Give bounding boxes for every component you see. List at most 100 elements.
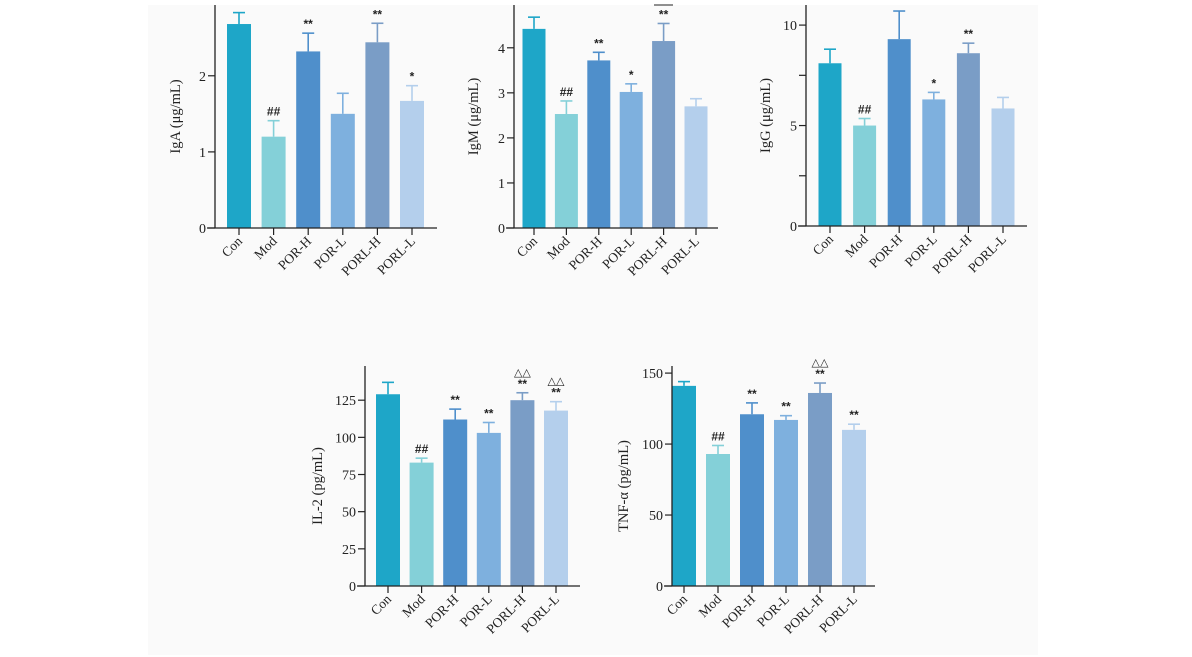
bar-con bbox=[227, 24, 251, 229]
y-tick-label: 2 bbox=[199, 70, 206, 85]
x-tick-label: POR-H bbox=[275, 233, 314, 272]
significance-triangle-label: △△ bbox=[514, 366, 531, 379]
significance-label: ## bbox=[415, 442, 429, 456]
significance-label: ## bbox=[267, 105, 281, 119]
bar-porl-l bbox=[400, 100, 424, 228]
y-tick-label: 100 bbox=[642, 438, 663, 453]
y-tick-label: 0 bbox=[498, 222, 505, 237]
bar-porl-h bbox=[365, 42, 390, 228]
y-tick-label: 1 bbox=[498, 177, 505, 192]
bar-por-h bbox=[296, 51, 321, 228]
x-tick-label: PORL-H bbox=[929, 231, 974, 276]
bar-porl-l bbox=[991, 108, 1015, 226]
y-tick-label: 0 bbox=[656, 580, 663, 595]
significance-label: ** bbox=[594, 36, 604, 50]
y-axis-title: IL-2 (pg/mL) bbox=[310, 447, 326, 525]
significance-label: ** bbox=[964, 27, 974, 41]
y-tick-label: 3 bbox=[498, 87, 505, 102]
significance-label: ** bbox=[815, 367, 825, 381]
x-tick-label: POR-H bbox=[566, 233, 605, 272]
significance-label: ## bbox=[711, 429, 725, 443]
significance-label: ** bbox=[304, 17, 314, 31]
bar-mod bbox=[409, 462, 434, 586]
x-tick-label: Mod bbox=[842, 231, 871, 260]
bar-mod bbox=[706, 454, 730, 586]
y-tick-label: 125 bbox=[335, 394, 356, 409]
bar-con bbox=[376, 394, 400, 586]
x-tick-label: Con bbox=[664, 591, 691, 618]
y-tick-label: 150 bbox=[642, 367, 663, 382]
bar-porl-l bbox=[684, 106, 708, 228]
bar-porl-h bbox=[510, 400, 535, 586]
bar-por-l bbox=[774, 419, 798, 586]
bar-con bbox=[818, 63, 842, 226]
x-tick-label: Mod bbox=[251, 233, 280, 262]
y-tick-label: 1 bbox=[199, 146, 206, 161]
x-tick-label: Con bbox=[368, 591, 395, 618]
significance-triangle-label: △△ bbox=[812, 356, 829, 369]
y-tick-label: 100 bbox=[335, 431, 356, 446]
y-tick-label: 50 bbox=[342, 506, 356, 521]
significance-triangle-label: △△ bbox=[548, 375, 565, 388]
bar-por-l bbox=[619, 91, 643, 228]
significance-label: ** bbox=[373, 7, 383, 21]
y-tick-label: 0 bbox=[199, 222, 206, 237]
significance-label: ## bbox=[858, 103, 872, 117]
x-tick-label: Con bbox=[810, 231, 837, 258]
bar-mod bbox=[261, 136, 286, 228]
bar-por-l bbox=[922, 99, 946, 226]
x-tick-label: Con bbox=[219, 233, 246, 260]
y-tick-label: 10 bbox=[783, 19, 797, 34]
bar-porl-l bbox=[544, 410, 568, 586]
significance-label: ** bbox=[484, 406, 494, 420]
y-axis-title: IgM (μg/mL) bbox=[466, 78, 482, 156]
bar-porl-h bbox=[652, 41, 676, 228]
x-tick-label: POR-H bbox=[422, 591, 461, 630]
y-tick-label: 2 bbox=[498, 132, 505, 147]
significance-label: ** bbox=[451, 393, 461, 407]
bar-por-h bbox=[587, 60, 611, 228]
significance-label: * bbox=[629, 68, 634, 82]
x-tick-label: Mod bbox=[695, 591, 724, 620]
x-tick-label: PORL-L bbox=[518, 592, 562, 636]
x-tick-label: PORL-L bbox=[374, 234, 418, 278]
significance-label: ** bbox=[747, 387, 757, 401]
x-tick-label: PORL-L bbox=[965, 232, 1009, 276]
y-tick-label: 75 bbox=[342, 469, 356, 484]
significance-label: ** bbox=[781, 400, 791, 414]
bar-mod bbox=[554, 114, 578, 228]
x-tick-label: PORL-L bbox=[816, 592, 860, 636]
y-tick-label: 5 bbox=[790, 120, 797, 135]
bar-por-h bbox=[887, 39, 911, 227]
bar-porl-l bbox=[842, 429, 866, 586]
bar-con bbox=[672, 385, 696, 586]
significance-label: ** bbox=[659, 7, 669, 21]
bar-por-h bbox=[740, 414, 764, 586]
bar-porl-h bbox=[956, 53, 980, 226]
x-tick-label: Mod bbox=[399, 591, 428, 620]
x-tick-label: Mod bbox=[544, 233, 573, 262]
x-tick-label: PORL-H bbox=[338, 233, 383, 278]
significance-label: * bbox=[410, 70, 415, 84]
bar-por-h bbox=[443, 419, 468, 586]
bar-por-l bbox=[476, 432, 501, 586]
y-axis-title: IgA (μg/mL) bbox=[168, 79, 184, 153]
y-tick-label: 4 bbox=[498, 42, 505, 57]
y-tick-label: 0 bbox=[349, 580, 356, 595]
y-tick-label: 50 bbox=[649, 509, 663, 524]
y-tick-label: 25 bbox=[342, 543, 356, 558]
significance-label: ## bbox=[560, 85, 574, 99]
bar-por-l bbox=[330, 113, 355, 228]
y-axis-title: IgG (μg/mL) bbox=[758, 78, 774, 153]
x-tick-label: Con bbox=[514, 233, 541, 260]
bar-mod bbox=[853, 125, 877, 226]
x-tick-label: POR-H bbox=[719, 591, 758, 630]
bar-con bbox=[522, 28, 546, 228]
bar-porl-h bbox=[808, 392, 832, 586]
x-tick-label: POR-H bbox=[866, 231, 905, 270]
